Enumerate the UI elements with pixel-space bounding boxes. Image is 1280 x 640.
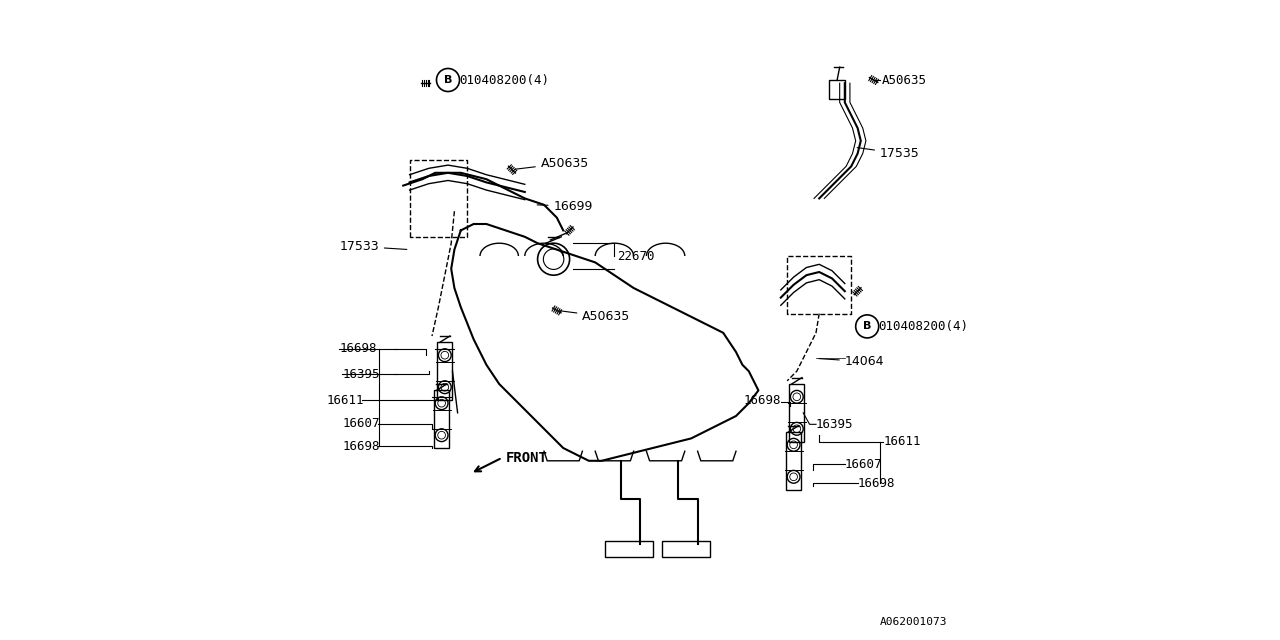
Text: 010408200(4): 010408200(4) [878,320,968,333]
Bar [829,80,845,99]
Text: 17533: 17533 [339,240,407,253]
Text: 16611: 16611 [326,394,364,406]
Bar [788,384,805,442]
Text: 16611: 16611 [883,435,920,448]
Bar [604,541,653,557]
Text: 16698: 16698 [744,394,781,406]
Text: B: B [863,321,872,332]
Bar [434,390,449,448]
Text: B: B [444,75,452,85]
Text: 14064: 14064 [819,355,884,368]
Text: 16698: 16698 [343,440,380,452]
Text: 22670: 22670 [618,250,655,262]
Text: 16699: 16699 [538,200,593,212]
Text: 16395: 16395 [817,418,854,431]
Text: A50635: A50635 [559,310,631,323]
Text: 17535: 17535 [858,147,920,160]
Text: 16698: 16698 [339,342,376,355]
Text: A50635: A50635 [882,74,927,86]
Bar [786,432,801,490]
Text: FRONT: FRONT [506,451,548,465]
Bar [663,541,710,557]
Text: A062001073: A062001073 [879,617,947,627]
Text: 16698: 16698 [858,477,895,490]
Text: 16395: 16395 [343,368,380,381]
Bar [438,342,453,400]
Text: 16607: 16607 [845,458,882,470]
Text: 16607: 16607 [343,417,380,430]
Text: A50635: A50635 [515,157,589,170]
Text: 010408200(4): 010408200(4) [460,74,549,86]
